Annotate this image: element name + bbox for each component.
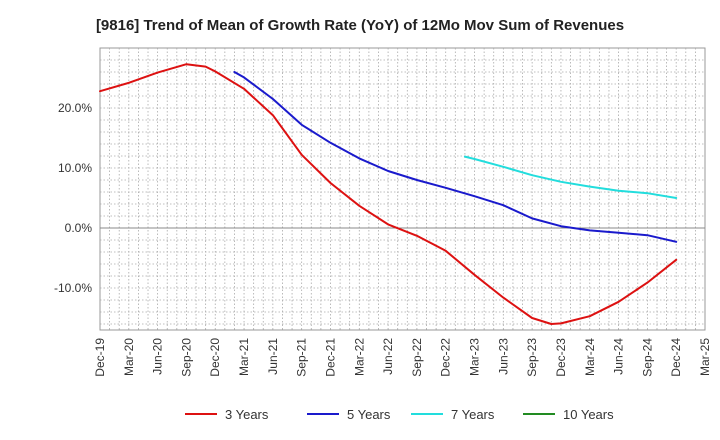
x-tick-label: Sep-24 xyxy=(640,338,654,377)
x-tick-label: Dec-22 xyxy=(439,338,453,377)
x-tick-label: Sep-20 xyxy=(179,338,193,377)
series-line-3-years xyxy=(99,63,678,325)
x-tick-label: Jun-23 xyxy=(496,338,510,375)
x-tick-label: Mar-21 xyxy=(237,338,251,376)
x-tick-label: Jun-22 xyxy=(381,338,395,375)
x-tick-label: Jun-21 xyxy=(266,338,280,375)
x-axis: Dec-19 Mar-20 Jun-20 Sep-20 Dec-20 Mar-21 Jun-… xyxy=(93,338,712,377)
x-tick-label: Mar-25 xyxy=(698,338,712,376)
x-tick-label: Sep-22 xyxy=(410,338,424,377)
x-tick-label: Jun-20 xyxy=(151,338,165,375)
legend-label-10-years: 10 Years xyxy=(563,407,614,422)
x-tick-label: Mar-22 xyxy=(352,338,366,376)
series-line-7-years xyxy=(463,155,678,199)
y-tick-label: 10.0% xyxy=(58,161,92,175)
series-line-5-years xyxy=(233,71,678,243)
y-tick-label: 20.0% xyxy=(58,101,92,115)
y-tick-label: 0.0% xyxy=(65,221,93,235)
grid xyxy=(100,48,705,330)
y-tick-label: -10.0% xyxy=(54,281,92,295)
legend-label-7-years: 7 Years xyxy=(451,407,495,422)
x-tick-label: Dec-21 xyxy=(323,338,337,377)
x-tick-label: Mar-20 xyxy=(122,338,136,376)
x-tick-label: Sep-21 xyxy=(295,338,309,377)
y-axis: 20.0% 10.0% 0.0% -10.0% xyxy=(54,101,92,295)
legend-label-3-years: 3 Years xyxy=(225,407,269,422)
x-tick-label: Mar-24 xyxy=(583,338,597,376)
x-tick-label: Mar-23 xyxy=(468,338,482,376)
chart-title: [9816] Trend of Mean of Growth Rate (YoY… xyxy=(96,17,624,34)
legend-label-5-years: 5 Years xyxy=(347,407,391,422)
x-tick-label: Dec-24 xyxy=(669,338,683,377)
series-layer xyxy=(99,63,678,325)
x-tick-label: Sep-23 xyxy=(525,338,539,377)
x-tick-label: Jun-24 xyxy=(612,338,626,375)
x-tick-label: Dec-20 xyxy=(208,338,222,377)
legend: 3 Years 5 Years 7 Years 10 Years xyxy=(185,407,614,422)
x-tick-label: Dec-23 xyxy=(554,338,568,377)
x-tick-label: Dec-19 xyxy=(93,338,107,377)
